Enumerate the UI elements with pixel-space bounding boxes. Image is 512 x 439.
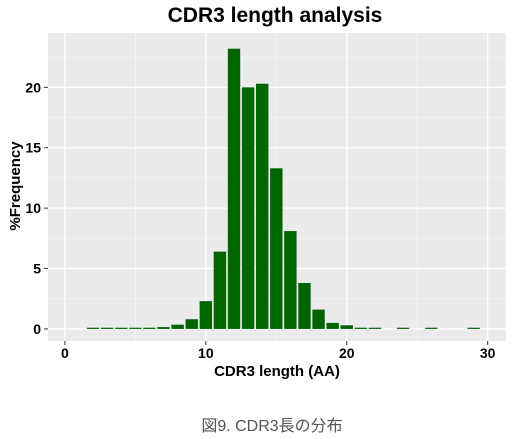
y-axis-label: %Frequency (7, 141, 24, 231)
histogram-bar (227, 48, 241, 329)
y-tick-label: 10 (25, 200, 41, 216)
x-axis-ticks: 0 10 20 30 (61, 341, 496, 361)
histogram-bar (298, 283, 311, 329)
histogram-bar (157, 327, 170, 329)
chart-title: CDR3 length analysis (168, 4, 383, 27)
histogram-bar (199, 301, 213, 329)
bars (86, 48, 480, 329)
histogram-bar (425, 327, 438, 329)
y-tick-label: 15 (25, 140, 41, 156)
x-axis-label: CDR3 length (AA) (214, 363, 340, 380)
histogram-bar (171, 324, 184, 329)
histogram-bar (467, 327, 480, 329)
x-tick-label: 30 (480, 345, 496, 361)
histogram-bar (213, 251, 227, 329)
histogram-bar (86, 327, 100, 329)
x-tick-label: 10 (198, 345, 214, 361)
histogram-bar (354, 327, 368, 329)
histogram-bar (312, 309, 325, 329)
histogram-bar (100, 327, 114, 329)
x-tick-label: 20 (339, 345, 355, 361)
histogram-bar (368, 327, 382, 329)
histogram-bar (241, 87, 255, 329)
histogram-bar (326, 322, 339, 329)
histogram-bar (129, 327, 142, 329)
histogram-bar (115, 327, 128, 329)
figure-caption: 図9. CDR3長の分布 (201, 417, 342, 435)
y-tick-label: 20 (25, 79, 41, 95)
histogram-bar (185, 319, 198, 329)
x-tick-label: 0 (61, 345, 69, 361)
histogram-bar (143, 327, 156, 329)
histogram-bar (396, 327, 410, 329)
histogram-bar (270, 168, 283, 329)
y-tick-label: 5 (33, 261, 41, 277)
y-axis-ticks: 0 5 10 15 20 (25, 79, 48, 337)
histogram-bar (284, 231, 297, 329)
histogram-bar (256, 83, 269, 329)
y-tick-label: 0 (33, 321, 41, 337)
histogram-bar (340, 325, 353, 329)
